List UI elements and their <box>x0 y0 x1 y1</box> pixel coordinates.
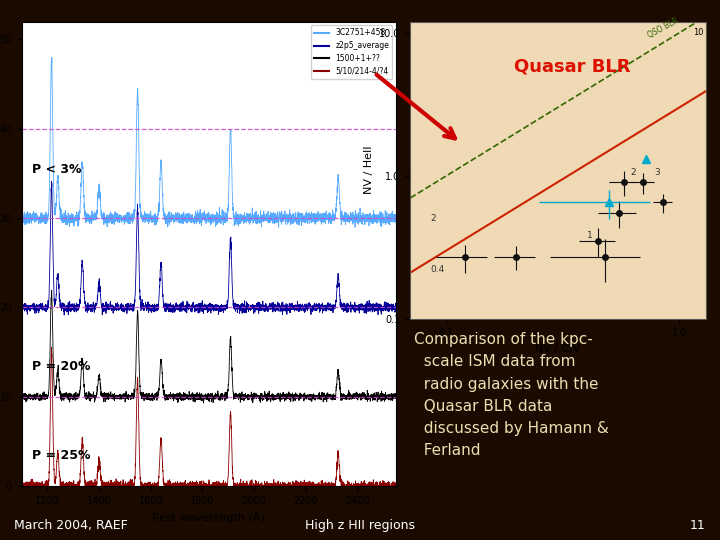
Line: 5/10/214-4/?4: 5/10/214-4/?4 <box>22 347 396 486</box>
Text: P = 20%: P = 20% <box>32 360 91 373</box>
3C2751+458 <box>60 217 68 223</box>
1500+1+?? <box>199 400 208 406</box>
Text: 2: 2 <box>631 168 636 177</box>
Text: 1: 1 <box>587 231 593 240</box>
Y-axis label: NV / HeII: NV / HeII <box>364 146 374 194</box>
z2p5_average <box>60 312 68 318</box>
Text: 2: 2 <box>430 214 436 223</box>
Text: March 2004, RAEF: March 2004, RAEF <box>14 519 128 532</box>
3C2751+458 <box>17 210 26 217</box>
3C2751+458 <box>82 210 91 217</box>
Text: QSO BLR: QSO BLR <box>646 16 680 39</box>
1500+1+?? <box>384 394 393 400</box>
z2p5_average <box>83 307 91 313</box>
X-axis label: Rest wavelength (Å): Rest wavelength (Å) <box>153 511 265 523</box>
5/10/214-4/?4 <box>384 480 393 487</box>
5/10/214-4/?4 <box>344 483 353 489</box>
5/10/214-4/?4 <box>177 483 186 489</box>
z2p5_average <box>384 308 393 315</box>
z2p5_average <box>17 300 26 307</box>
Text: High z HII regions: High z HII regions <box>305 519 415 532</box>
Text: P = 25%: P = 25% <box>32 449 91 462</box>
1500+1+?? <box>17 395 26 402</box>
Text: Comparison of the kpc-
  scale ISM data from
  radio galaxies with the
  Quasar : Comparison of the kpc- scale ISM data fr… <box>414 332 609 458</box>
z2p5_average <box>392 300 400 307</box>
Text: P < 3%: P < 3% <box>32 164 81 177</box>
z2p5_average <box>60 305 69 312</box>
Line: 1500+1+??: 1500+1+?? <box>22 291 396 403</box>
Text: 11: 11 <box>690 519 706 532</box>
5/10/214-4/?4 <box>82 483 91 489</box>
Legend: 3C2751+458, z2p5_average, 1500+1+??, 5/10/214-4/?4: 3C2751+458, z2p5_average, 1500+1+??, 5/1… <box>311 25 392 79</box>
3C2751+458 <box>47 54 55 60</box>
1500+1+?? <box>161 393 170 399</box>
3C2751+458 <box>351 224 359 231</box>
5/10/214-4/?4 <box>17 483 26 489</box>
3C2751+458 <box>384 214 393 220</box>
z2p5_average <box>177 304 186 310</box>
3C2751+458 <box>344 212 353 218</box>
5/10/214-4/?4 <box>392 482 400 489</box>
1500+1+?? <box>177 397 186 404</box>
5/10/214-4/?4 <box>48 344 56 350</box>
z2p5_average <box>48 178 56 185</box>
Line: 3C2751+458: 3C2751+458 <box>22 57 396 227</box>
Text: Quasar BLR: Quasar BLR <box>514 57 630 75</box>
1500+1+?? <box>344 392 353 398</box>
5/10/214-4/?4 <box>60 483 68 489</box>
Text: 10: 10 <box>693 29 703 37</box>
Text: 3: 3 <box>654 168 660 177</box>
3C2751+458 <box>177 212 186 218</box>
Line: z2p5_average: z2p5_average <box>22 181 396 315</box>
3C2751+458 <box>161 215 170 221</box>
1500+1+?? <box>60 391 68 397</box>
1500+1+?? <box>48 287 56 294</box>
1500+1+?? <box>82 394 91 401</box>
1500+1+?? <box>392 393 400 400</box>
z2p5_average <box>161 307 170 314</box>
3C2751+458 <box>392 214 400 221</box>
5/10/214-4/?4 <box>161 483 170 489</box>
X-axis label: NV / CIV: NV / CIV <box>535 344 581 354</box>
z2p5_average <box>344 301 353 307</box>
Text: 0.4: 0.4 <box>430 265 444 274</box>
